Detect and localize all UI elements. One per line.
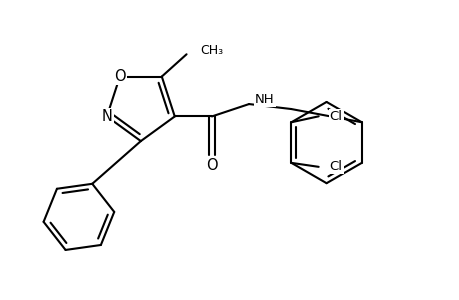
Text: Cl: Cl — [329, 160, 342, 173]
Text: Cl: Cl — [329, 110, 342, 123]
Text: NH: NH — [254, 93, 274, 106]
Text: O: O — [114, 69, 125, 84]
Text: N: N — [101, 109, 112, 124]
Text: CH₃: CH₃ — [200, 44, 223, 57]
Text: O: O — [206, 158, 217, 173]
